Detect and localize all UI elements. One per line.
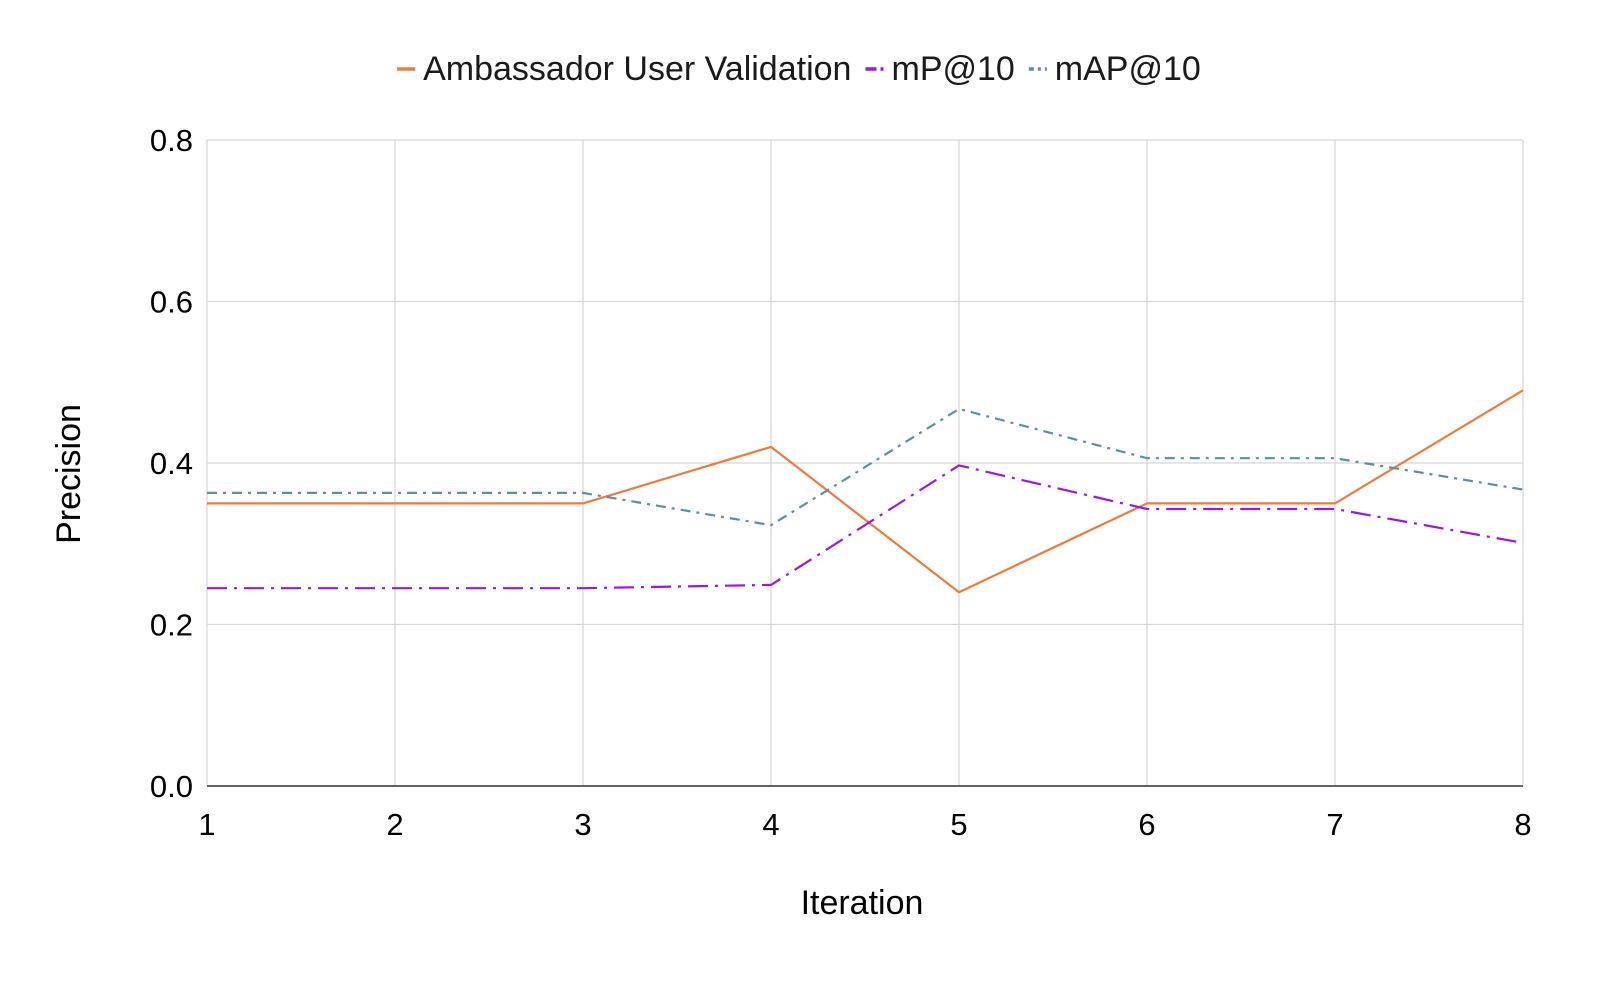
x-tick-label: 5 xyxy=(950,807,967,842)
y-tick-label: 0.4 xyxy=(150,446,193,481)
series-lines xyxy=(207,389,1524,594)
series-line-ambassador-user-validation xyxy=(207,389,1524,594)
tick-labels: 0.0 0.2 0.4 0.6 0.8 1 2 3 4 5 6 7 8 xyxy=(150,123,1532,842)
y-tick-label: 0.8 xyxy=(150,123,193,158)
series-line-map-10 xyxy=(207,407,1524,527)
y-tick-label: 0.2 xyxy=(150,608,193,643)
x-tick-label: 8 xyxy=(1514,807,1531,842)
legend: Ambassador User Validation mP@10 mAP@10 xyxy=(397,50,1201,88)
legend-label: mAP@10 xyxy=(1055,50,1201,88)
y-axis-title: Precision xyxy=(50,404,88,544)
y-tick-label: 0.0 xyxy=(150,769,193,804)
series-line-mp-10 xyxy=(207,464,1524,590)
x-tick-label: 4 xyxy=(762,807,779,842)
x-tick-label: 3 xyxy=(574,807,591,842)
x-axis-title: Iteration xyxy=(801,884,924,922)
y-tick-label: 0.6 xyxy=(150,285,193,320)
legend-label: Ambassador User Validation xyxy=(423,50,851,88)
x-tick-label: 7 xyxy=(1326,807,1343,842)
x-tick-label: 6 xyxy=(1138,807,1155,842)
x-tick-label: 1 xyxy=(198,807,215,842)
x-tick-label: 2 xyxy=(386,807,403,842)
legend-label: mP@10 xyxy=(892,50,1015,88)
grid xyxy=(206,139,1524,786)
